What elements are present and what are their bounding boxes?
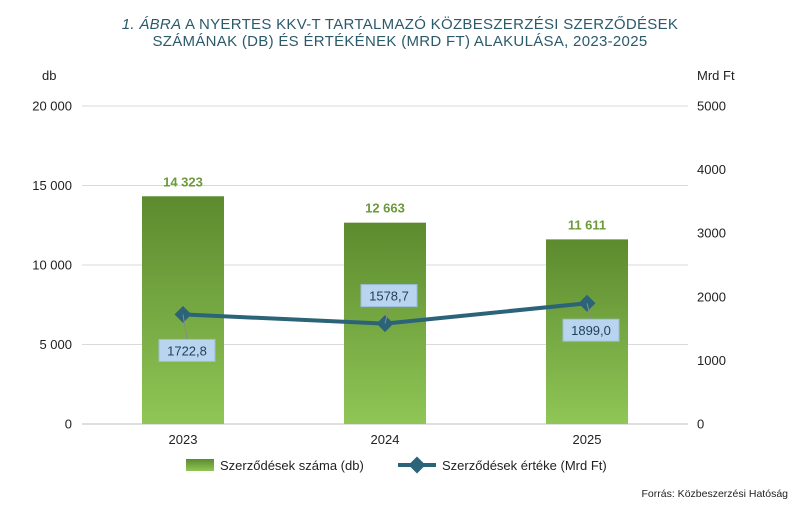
line-value-label: 1722,8	[167, 343, 207, 358]
y-right-tick-label: 4000	[697, 162, 726, 177]
line-label-box	[360, 284, 418, 308]
x-tick-label: 2025	[573, 432, 602, 447]
line-value-label: 1899,0	[571, 323, 611, 338]
legend-bar-label: Szerződések száma (db)	[220, 458, 364, 473]
chart-title-line-2: SZÁMÁNAK (DB) ÉS ÉRTÉKÉNEK (MRD FT) ALAK…	[152, 33, 648, 50]
line-value-label: 1578,7	[369, 289, 409, 304]
bar-value-label: 12 663	[365, 201, 405, 216]
y-left-axis-label: db	[42, 68, 56, 83]
x-tick-label: 2024	[371, 432, 400, 447]
y-left-tick-label: 15 000	[32, 178, 72, 193]
chart-title-line-1: 1. ÁBRA A NYERTES KKV-T TARTALMAZÓ KÖZBE…	[0, 16, 800, 33]
y-right-tick-label: 0	[697, 417, 704, 432]
legend-line-label: Szerződések értéke (Mrd Ft)	[442, 458, 607, 473]
line-label-box	[562, 318, 620, 342]
chart-title-figure-number: 1. ÁBRA	[121, 16, 182, 33]
chart-title-text: A NYERTES KKV-T TARTALMAZÓ KÖZBESZERZÉSI…	[181, 16, 679, 33]
data-labels: 14 323 12 663 11 611 1722,8 1578,7 1899,0	[158, 174, 620, 362]
line-label-leader	[586, 303, 592, 320]
y-left-tick-label: 10 000	[32, 258, 72, 273]
y-right-tick-label: 2000	[697, 289, 726, 304]
line-label-leader	[182, 314, 188, 340]
line-label-box	[158, 338, 216, 362]
legend: Szerződések száma (db) Szerződések értéke…	[186, 456, 607, 474]
legend-bar-swatch	[186, 459, 214, 471]
y-right-tick-label: 5000	[697, 99, 726, 114]
legend-line-marker	[408, 456, 426, 474]
line-label-leader	[384, 306, 390, 324]
y-right-tick-label: 3000	[697, 226, 726, 241]
y-left-tick-label: 20 000	[32, 99, 72, 114]
x-tick-label: 2023	[169, 432, 198, 447]
bar-value-label: 11 611	[568, 217, 606, 232]
y-left-tick-label: 5 000	[39, 337, 72, 352]
y-left-tick-label: 0	[65, 417, 72, 432]
source-note: Forrás: Közbeszerzési Hatóság	[641, 488, 788, 500]
y-right-tick-label: 1000	[697, 353, 726, 368]
bar-series	[142, 196, 628, 424]
axes: 0 5 000 10 000 15 000 20 000 0 1000 2000 3000 400…	[32, 68, 735, 447]
bar-value-label: 14 323	[163, 174, 203, 189]
y-right-axis-label: Mrd Ft	[697, 68, 735, 83]
chart-title: 1. ÁBRA A NYERTES KKV-T TARTALMAZÓ KÖZBE…	[0, 16, 800, 50]
